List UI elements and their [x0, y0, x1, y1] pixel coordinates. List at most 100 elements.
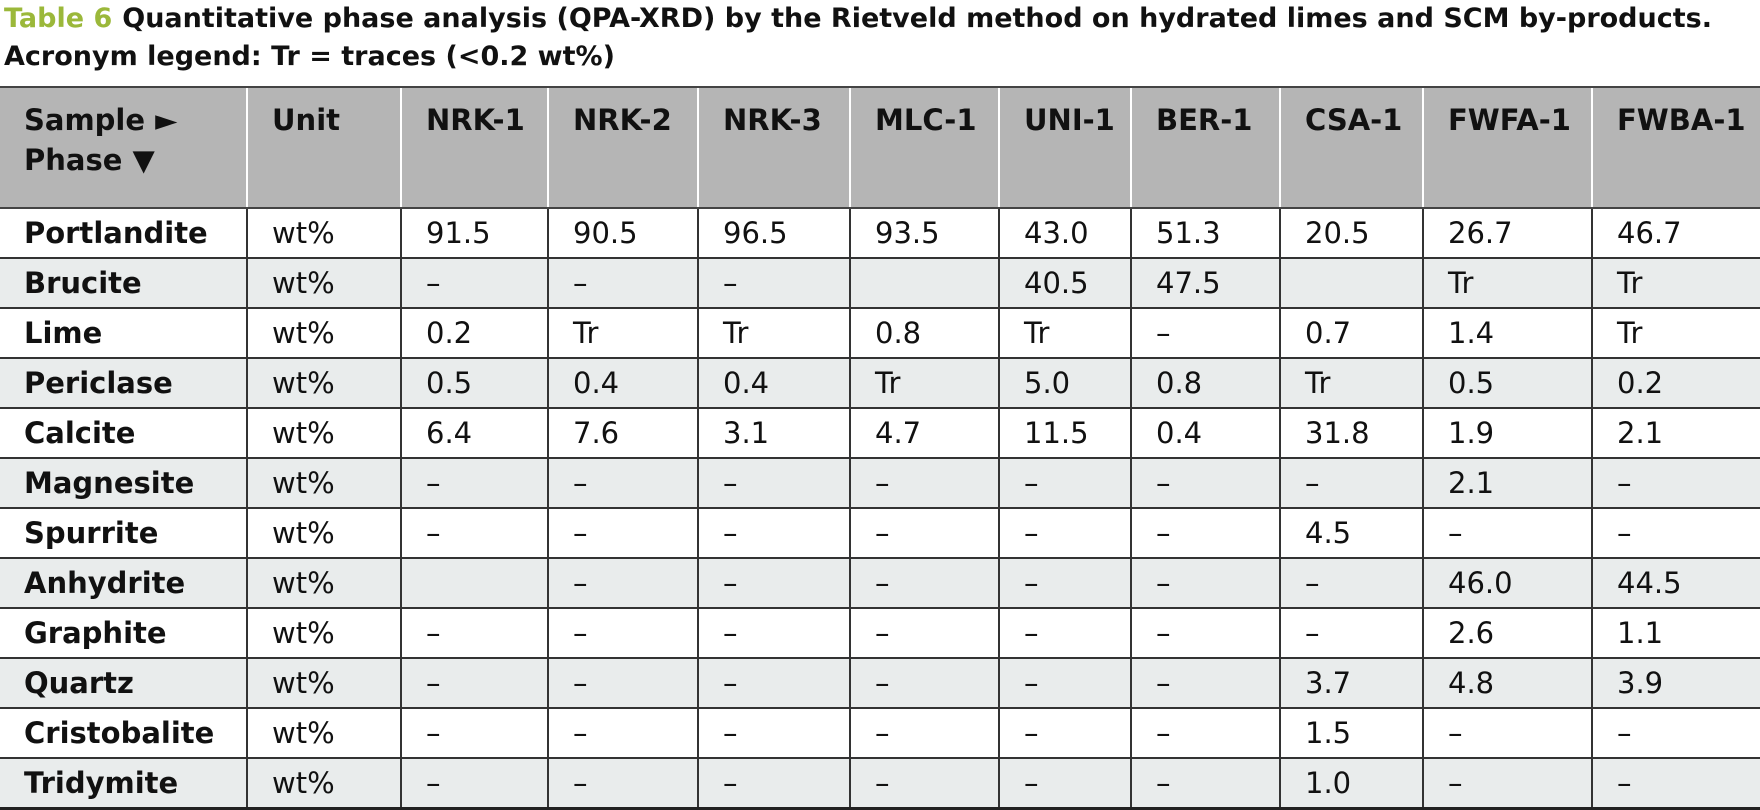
table-cell: wt% [246, 758, 401, 810]
table-cell: – [547, 708, 698, 759]
table-cell: – [697, 508, 850, 559]
table-cell: – [998, 608, 1131, 659]
table-cell: – [1130, 558, 1280, 609]
table-cell: Tr [1591, 258, 1760, 309]
table-cell: – [547, 458, 698, 509]
header-cell: UNI-1 [998, 86, 1131, 209]
table-cell: – [849, 558, 999, 609]
table-cell: 7.6 [547, 408, 698, 459]
table-row: Quartz wt% – – – – – –3.7 4.8 3.9 [0, 658, 1760, 709]
table-cell: Tr [1591, 308, 1760, 359]
table-cell: – [697, 558, 850, 609]
table-cell: 93.5 [849, 208, 999, 259]
table-row: Graphite wt% – – – – – – –2.6 1.1 [0, 608, 1760, 659]
table-cell: 46.7 [1591, 208, 1760, 259]
table-cell: 5.0 [998, 358, 1131, 409]
table-cell: 2.6 [1422, 608, 1592, 659]
table-cell: – [1591, 458, 1760, 509]
table-cell: wt% [246, 608, 401, 659]
table-cell: Tr [547, 308, 698, 359]
phase-cell: Periclase [0, 358, 247, 409]
table-cell: 96.5 [697, 208, 850, 259]
table-cell: Tr [849, 358, 999, 409]
table-cell: – [1130, 708, 1280, 759]
table-cell: 0.4 [1130, 408, 1280, 459]
table-cell: wt% [246, 558, 401, 609]
table-cell: 47.5 [1130, 258, 1280, 309]
table-cell: – [400, 508, 548, 559]
table-cell: wt% [246, 408, 401, 459]
phase-cell: Anhydrite [0, 558, 247, 609]
table-cell: 91.5 [400, 208, 548, 259]
header-cell: FWFA-1 [1422, 86, 1592, 209]
table-cell: – [849, 708, 999, 759]
phase-cell: Lime [0, 308, 247, 359]
table-cell: 51.3 [1130, 208, 1280, 259]
table-cell: wt% [246, 258, 401, 309]
table-cell: wt% [246, 358, 401, 409]
table-cell: – [1279, 608, 1423, 659]
table-cell: – [400, 458, 548, 509]
table-cell: 1.0 [1279, 758, 1423, 810]
table-cell: 44.5 [1591, 558, 1760, 609]
table-cell: 0.5 [400, 358, 548, 409]
table-cell: – [998, 758, 1131, 810]
table-cell: 1.1 [1591, 608, 1760, 659]
table-cell: – [1279, 558, 1423, 609]
table-cell: wt% [246, 658, 401, 709]
phase-cell: Magnesite [0, 458, 247, 509]
table-cell: – [547, 608, 698, 659]
header-cell: Sample ► Phase ▼ [0, 86, 247, 209]
table-cell: – [547, 658, 698, 709]
table-cell: – [1130, 508, 1280, 559]
table-cell: 43.0 [998, 208, 1131, 259]
table-cell: – [547, 558, 698, 609]
table-cell: Tr [1422, 258, 1592, 309]
table-cell: Tr [998, 308, 1131, 359]
table-cell: 1.4 [1422, 308, 1592, 359]
table-row: Calcite wt% 6.4 7.6 3.1 4.7 11.5 0.4 31.8 1.9 2.1 [0, 408, 1760, 459]
table-cell: 0.8 [1130, 358, 1280, 409]
table-cell: – [1591, 508, 1760, 559]
header-cell: FWBA-1 [1591, 86, 1760, 209]
table-cell: 90.5 [547, 208, 698, 259]
table-cell: – [400, 258, 548, 309]
table-cell: – [1130, 308, 1280, 359]
table-cell: – [697, 458, 850, 509]
table-cell: – [400, 708, 548, 759]
header-cell: MLC-1 [849, 86, 999, 209]
phase-cell: Brucite [0, 258, 247, 309]
table-cell: 3.7 [1279, 658, 1423, 709]
header-cell: NRK-1 [400, 86, 548, 209]
table-cell [849, 258, 999, 309]
phase-cell: Spurrite [0, 508, 247, 559]
table-row: Lime wt% 0.2 Tr Tr 0.8 Tr –0.7 1.4 Tr [0, 308, 1760, 359]
table-cell: 40.5 [998, 258, 1131, 309]
header-text: Sample ► [24, 103, 178, 137]
caption: Table 6 Quantitative phase analysis (QPA-… [0, 0, 1760, 86]
table-cell: – [400, 608, 548, 659]
table-cell: 0.4 [697, 358, 850, 409]
table-cell: – [998, 458, 1131, 509]
table-cell: – [849, 458, 999, 509]
table-cell: – [998, 558, 1131, 609]
table-cell: wt% [246, 708, 401, 759]
header-row: Sample ► Phase ▼ Unit NRK-1 NRK-2 NRK-3 MLC-1 U… [0, 86, 1760, 209]
table-cell: – [849, 758, 999, 810]
header-cell: NRK-2 [547, 86, 698, 209]
table-cell: – [697, 658, 850, 709]
phase-cell: Cristobalite [0, 708, 247, 759]
table-cell: 20.5 [1279, 208, 1423, 259]
table-cell: 46.0 [1422, 558, 1592, 609]
table-cell: – [998, 658, 1131, 709]
header-text: Phase ▼ [24, 143, 155, 177]
table-cell: wt% [246, 508, 401, 559]
table-cell: – [1130, 458, 1280, 509]
table-cell: – [400, 758, 548, 810]
table-row: Tridymite wt% – – – – – –1.0– – [0, 758, 1760, 810]
table-cell: 4.8 [1422, 658, 1592, 709]
table-cell: – [1591, 758, 1760, 810]
table-cell: 0.5 [1422, 358, 1592, 409]
table-cell: – [1130, 608, 1280, 659]
